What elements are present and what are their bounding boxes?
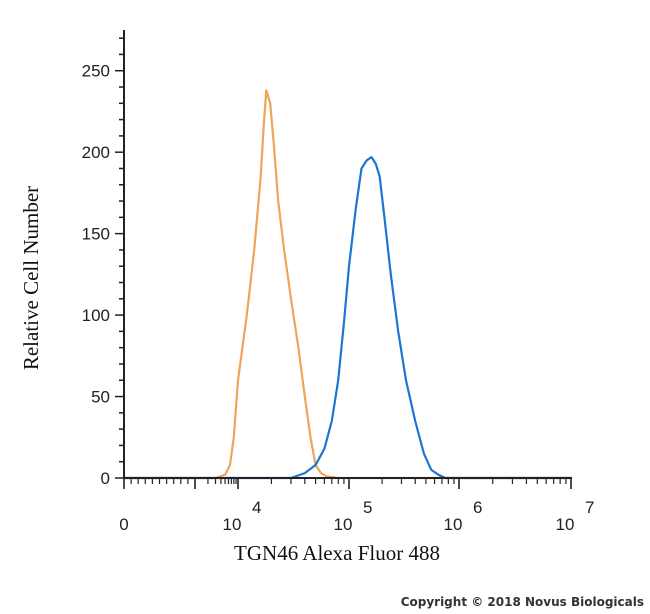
y-tick-label: 150 [82, 225, 110, 244]
x-axis-ticks: 0 10 4 10 5 10 6 10 7 [119, 478, 594, 534]
series-line-2 [124, 156, 571, 480]
x-axis-title: TGN46 Alexa Fluor 488 [234, 541, 440, 565]
x-tick-label: 0 [119, 515, 128, 534]
x-tick-exponent: 6 [473, 498, 482, 517]
x-tick-exponent: 7 [585, 498, 594, 517]
y-axis-title: Relative Cell Number [19, 186, 43, 370]
x-tick-label: 10 [223, 515, 242, 534]
y-tick-label: 0 [101, 469, 110, 488]
y-tick-label: 50 [91, 388, 110, 407]
y-axis-ticks: 0 50 100 150 200 250 [82, 37, 124, 488]
y-tick-label: 100 [82, 306, 110, 325]
copyright-text: Copyright © 2018 Novus Biologicals [401, 595, 644, 609]
series-lines [124, 89, 571, 480]
x-tick-label: 10 [444, 515, 463, 534]
x-tick-exponent: 4 [252, 498, 261, 517]
x-tick-exponent: 5 [363, 498, 372, 517]
y-tick-label: 250 [82, 62, 110, 81]
x-tick-label: 10 [334, 515, 353, 534]
x-tick-label: 10 [556, 515, 575, 534]
series-line-1 [124, 89, 571, 480]
y-tick-label: 200 [82, 143, 110, 162]
